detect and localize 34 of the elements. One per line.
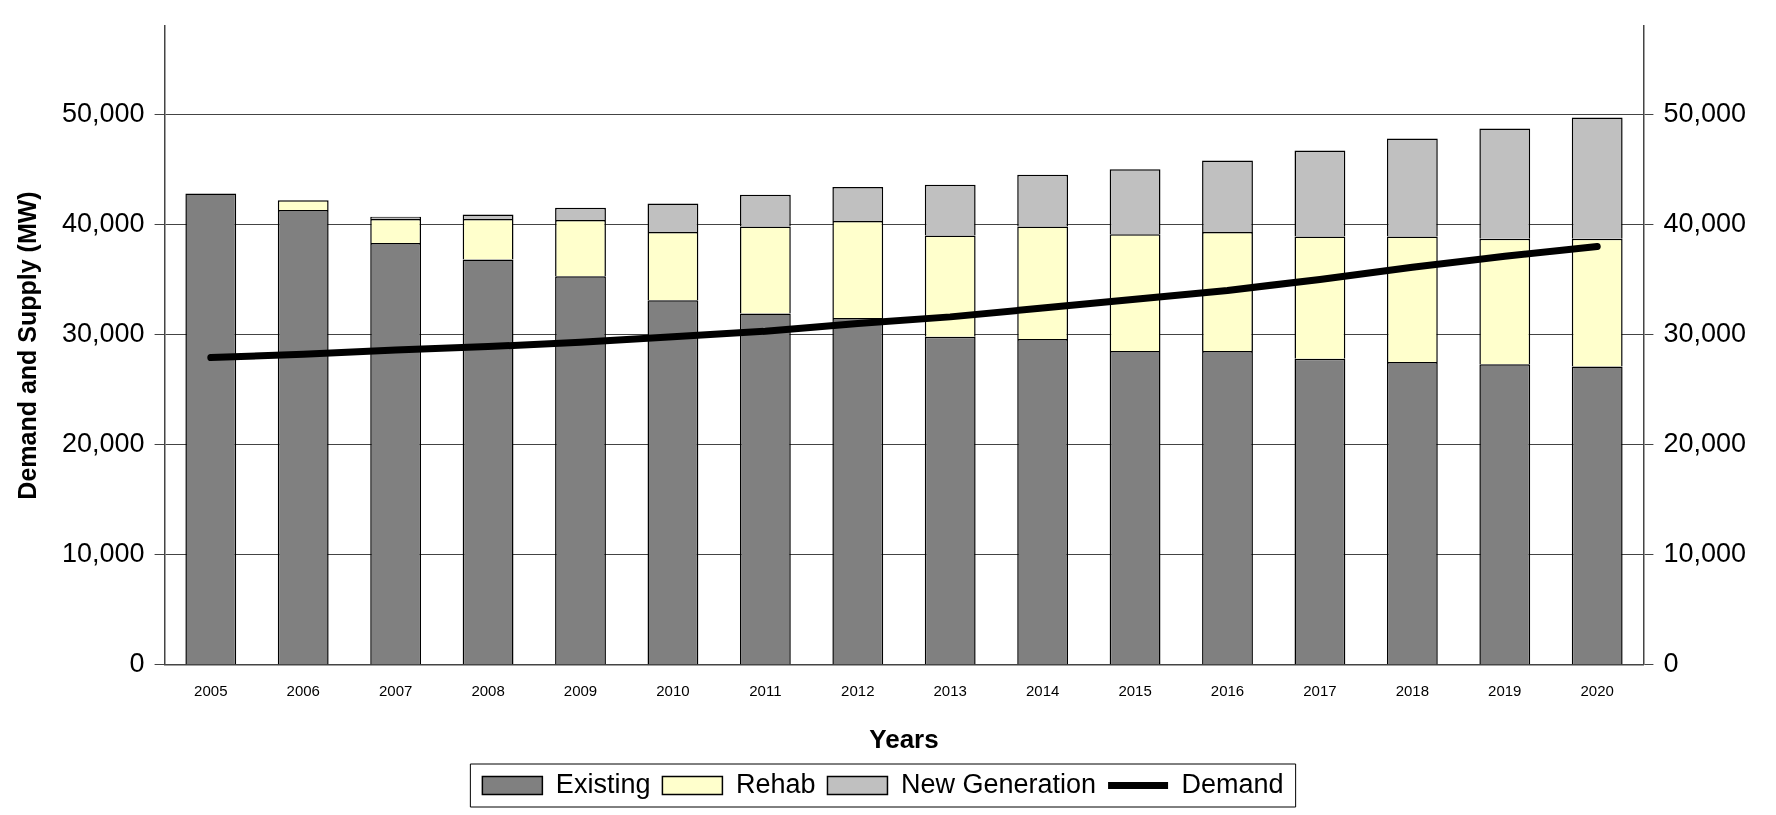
y-axis-title: Demand and Supply (MW) [12, 191, 41, 500]
x-tick-label: 2007 [378, 681, 413, 699]
y2-tick-label: 40,000 [1663, 207, 1747, 238]
x-tick-label: 2017 [1303, 681, 1337, 699]
y-tick-label: 0 [129, 648, 145, 679]
x-tick-label: 2012 [841, 681, 875, 699]
x-tick-label: 2019 [1488, 681, 1522, 699]
x-tick-label: 2020 [1580, 681, 1614, 699]
y-tick-label: 10,000 [61, 538, 145, 569]
legend-label: Rehab [735, 768, 816, 799]
x-tick-label: 2016 [1210, 681, 1245, 699]
x-tick-label: 2006 [286, 681, 320, 699]
x-tick-label: 2008 [471, 681, 505, 699]
y-tick-label: 30,000 [61, 317, 145, 348]
x-tick-label: 2015 [1118, 681, 1152, 699]
y2-tick-label: 50,000 [1663, 97, 1747, 128]
y2-tick-label: 20,000 [1663, 428, 1747, 459]
legend-label: Existing [555, 768, 651, 799]
x-tick-label: 2018 [1395, 681, 1430, 699]
y2-tick-label: 30,000 [1663, 317, 1747, 348]
x-tick-label: 2009 [563, 681, 598, 699]
y2-tick-label: 10,000 [1663, 538, 1747, 569]
legend-label: New Generation [900, 768, 1097, 799]
x-axis-title: Years [869, 723, 939, 754]
x-tick-label: 2014 [1025, 681, 1060, 699]
x-tick-label: 2013 [933, 681, 967, 699]
y2-tick-label: 0 [1663, 648, 1679, 679]
legend-label: Demand [1181, 768, 1284, 799]
x-tick-label: 2010 [656, 681, 690, 699]
y-tick-label: 20,000 [61, 428, 145, 459]
y-tick-label: 50,000 [61, 97, 145, 128]
y-tick-label: 40,000 [61, 207, 145, 238]
x-tick-label: 2005 [194, 681, 228, 699]
x-tick-label: 2011 [749, 681, 782, 699]
